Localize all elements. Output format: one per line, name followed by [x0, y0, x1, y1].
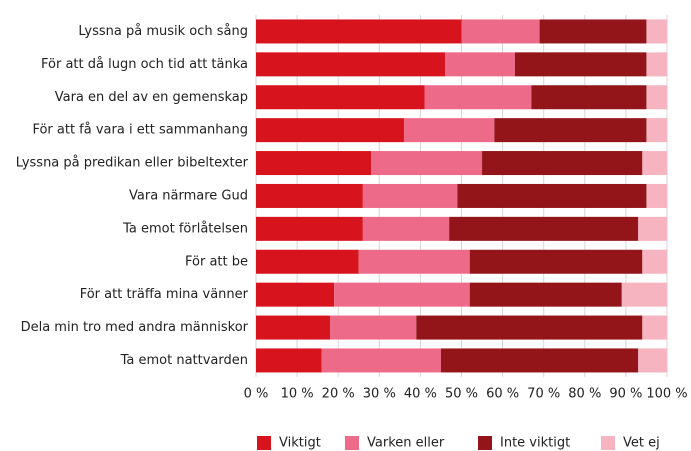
bar-segment: [482, 151, 643, 176]
bar-segment: [256, 282, 335, 307]
bar-segment: [416, 315, 643, 340]
bar-segment: [256, 19, 462, 44]
bar-segment: [321, 348, 441, 373]
bar-segment: [362, 216, 450, 241]
bar-segment: [514, 52, 647, 77]
bar-segment: [440, 348, 639, 373]
y-tick-label: Lyssna på predikan eller bibeltexter: [16, 156, 249, 171]
legend-label: Vet ej: [623, 436, 660, 451]
legend-swatch: [478, 436, 492, 450]
bar-segment: [646, 19, 667, 44]
x-tick-label: 30 %: [363, 386, 396, 401]
x-tick-label: 10 %: [281, 386, 314, 401]
bar-segment: [371, 151, 483, 176]
bar-segment: [494, 118, 647, 143]
y-tick-label: Lyssna på musik och sång: [78, 24, 248, 39]
y-tick-label: Dela min tro med andra människor: [21, 320, 249, 335]
bar-segment: [449, 216, 639, 241]
bar-segment: [403, 118, 495, 143]
x-tick-label: 80 %: [568, 386, 601, 401]
legend-label: Viktigt: [279, 436, 321, 451]
bar-segment: [256, 315, 330, 340]
bar-segment: [256, 151, 372, 176]
legend-label: Inte viktigt: [500, 436, 570, 451]
bar-segment: [334, 282, 470, 307]
x-tick-label: 40 %: [404, 386, 437, 401]
x-tick-label: 60 %: [486, 386, 519, 401]
bar-segment: [424, 85, 532, 110]
bar-segment: [638, 348, 667, 373]
y-tick-label: För att få vara i ett sammanhang: [32, 123, 248, 138]
y-tick-label: För att be: [185, 254, 248, 269]
bar-segment: [531, 85, 647, 110]
y-tick-label: Vara närmare Gud: [129, 188, 248, 203]
bar-segment: [646, 85, 667, 110]
bar-segment: [469, 249, 643, 274]
x-tick-label: 20 %: [322, 386, 355, 401]
y-tick-label: Ta emot förlåtelsen: [122, 221, 248, 236]
bar-segment: [646, 118, 667, 143]
legend-label: Varken eller: [367, 436, 445, 451]
bar-segment: [256, 118, 404, 143]
bar-segment: [457, 183, 647, 208]
bar-segment: [358, 249, 470, 274]
x-tick-label: 50 %: [445, 386, 478, 401]
bar-segment: [256, 348, 322, 373]
x-tick-label: 70 %: [527, 386, 560, 401]
bar-segment: [642, 315, 667, 340]
x-tick-label: 0 %: [244, 386, 269, 401]
bar-segment: [445, 52, 515, 77]
x-tick-label: 100 %: [646, 386, 687, 401]
legend-swatch: [257, 436, 271, 450]
y-tick-label: För att då lugn och tid att tänka: [41, 57, 248, 72]
bar-segment: [621, 282, 667, 307]
bar-segment: [329, 315, 417, 340]
x-tick-label: 90 %: [609, 386, 642, 401]
bar-segment: [642, 151, 667, 176]
bar-segment: [461, 19, 540, 44]
legend-swatch: [601, 436, 615, 450]
bar-segment: [469, 282, 622, 307]
bar-segment: [256, 52, 446, 77]
bar-segment: [256, 183, 363, 208]
bar-segment: [256, 216, 363, 241]
bar-segment: [642, 249, 667, 274]
bar-segment: [646, 183, 667, 208]
y-tick-label: Vara en del av en gemenskap: [55, 90, 248, 105]
bar-segment: [256, 85, 425, 110]
y-tick-label: För att träffa mina vänner: [80, 287, 249, 302]
bar-segment: [256, 249, 359, 274]
legend-swatch: [345, 436, 359, 450]
bar-segment: [646, 52, 667, 77]
y-tick-label: Ta emot nattvarden: [120, 353, 248, 368]
bar-segment: [539, 19, 647, 44]
bar-segment: [638, 216, 667, 241]
bar-segment: [362, 183, 458, 208]
